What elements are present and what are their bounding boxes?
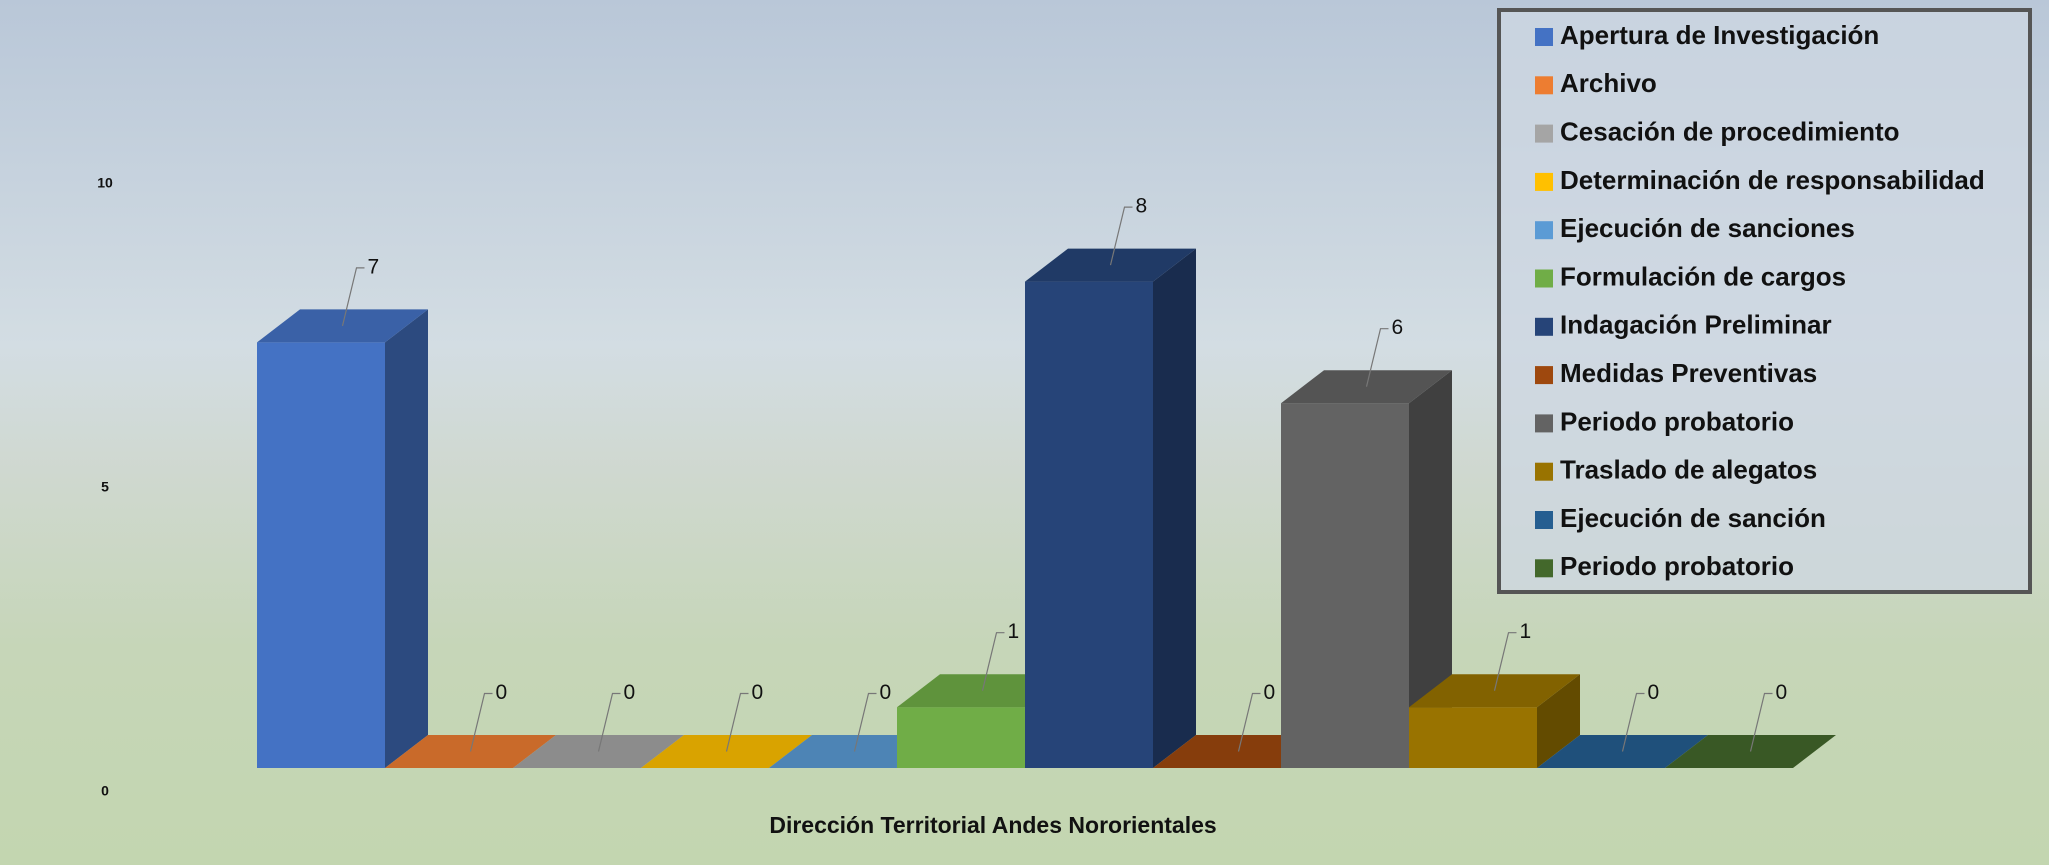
legend-label: Formulación de cargos (1560, 261, 1846, 291)
legend-label: Archivo (1560, 68, 1657, 98)
legend-swatch (1535, 124, 1553, 143)
data-label: 7 (368, 255, 380, 278)
legend-label: Determinación de responsabilidad (1560, 165, 1985, 195)
legend-swatch (1535, 76, 1553, 95)
legend-swatch (1535, 366, 1553, 385)
leader-line (597, 692, 621, 752)
leader-line (1109, 206, 1133, 266)
data-label: 6 (1392, 316, 1404, 339)
legend-label: Indagación Preliminar (1560, 310, 1832, 340)
data-label: 0 (1776, 681, 1788, 704)
bar-front (257, 342, 385, 768)
legend-swatch (1535, 221, 1553, 240)
legend-box (1497, 8, 2032, 594)
leader-line (981, 632, 1005, 691)
legend-label: Cesación de procedimiento (1560, 116, 1900, 146)
bar-front (1409, 707, 1537, 768)
legend-label: Ejecución de sanción (1560, 503, 1826, 533)
leader-line (1621, 692, 1645, 752)
category-label: Dirección Territorial Andes Nororientale… (769, 812, 1216, 838)
legend-swatch (1535, 317, 1553, 336)
data-label: 0 (752, 681, 764, 704)
bar-front (897, 707, 1025, 768)
legend-swatch (1535, 559, 1553, 578)
legend-swatch (1535, 511, 1553, 529)
data-label: 0 (1648, 681, 1660, 704)
data-label: 0 (496, 681, 508, 704)
data-label: 8 (1136, 195, 1148, 218)
leader-line (725, 692, 749, 752)
legend-swatch (1535, 462, 1553, 481)
legend-swatch (1535, 269, 1553, 288)
legend-label: Apertura de Investigación (1560, 20, 1879, 50)
bar-side (1409, 370, 1452, 768)
leader-line (341, 267, 365, 327)
leader-line (1749, 692, 1773, 752)
data-label: 0 (880, 681, 892, 704)
bar-side (385, 309, 428, 768)
data-label: 0 (1264, 681, 1276, 704)
data-label: 1 (1008, 620, 1020, 643)
legend-swatch (1535, 28, 1553, 46)
data-label: 1 (1520, 620, 1532, 643)
y-tick-label: 5 (101, 479, 109, 495)
leader-line (1493, 632, 1517, 691)
leader-line (853, 692, 877, 752)
legend-label: Ejecución de sanciones (1560, 213, 1855, 243)
leader-line (1237, 692, 1261, 752)
legend-label: Traslado de alegatos (1560, 455, 1817, 485)
legend-swatch (1535, 414, 1553, 433)
legend-label: Periodo probatorio (1560, 551, 1794, 581)
leader-line (1365, 328, 1389, 387)
legend-swatch (1535, 172, 1553, 191)
legend-label: Periodo probatorio (1560, 406, 1794, 436)
bar-front (1281, 403, 1409, 768)
legend-label: Medidas Preventivas (1560, 358, 1817, 388)
leader-line (469, 692, 493, 752)
y-tick-label: 0 (101, 783, 109, 799)
bar-side (1153, 248, 1196, 769)
bar-side (1537, 674, 1580, 768)
bar-front (1025, 281, 1153, 768)
y-tick-label: 10 (97, 175, 113, 191)
data-label: 0 (624, 681, 636, 704)
